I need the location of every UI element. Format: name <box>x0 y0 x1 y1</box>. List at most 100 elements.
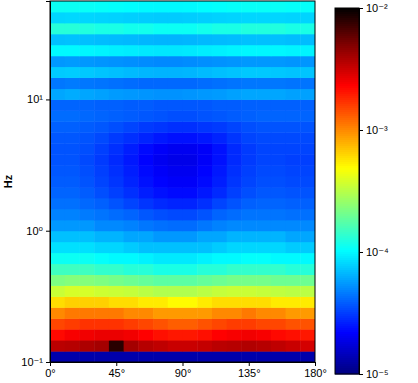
heatmap-cell <box>197 209 212 221</box>
heatmap-cell <box>183 285 198 296</box>
heatmap-cell <box>286 132 301 143</box>
heatmap-cell <box>94 340 109 352</box>
heatmap-cell <box>183 220 198 231</box>
heatmap-cell <box>183 274 198 285</box>
heatmap-cell <box>94 110 109 121</box>
colorbar-axis: 10⁻⁵10⁻⁴10⁻³10⁻² <box>359 2 389 380</box>
heatmap-cell <box>227 99 242 110</box>
heatmap-cell <box>50 34 65 45</box>
heatmap-cell <box>124 231 139 242</box>
heatmap-cell <box>109 34 124 45</box>
heatmap-cell <box>286 187 301 198</box>
heatmap-cell <box>256 110 271 121</box>
heatmap-cell <box>168 121 183 132</box>
heatmap-cell <box>79 132 94 143</box>
heatmap-cell <box>124 132 139 143</box>
heatmap-cell <box>271 56 286 67</box>
heatmap-cell <box>227 340 242 352</box>
heatmap-cell <box>300 132 315 143</box>
heatmap-cell <box>124 318 139 329</box>
heatmap-cell <box>79 56 94 67</box>
heatmap-cell <box>138 56 153 67</box>
y-tick-label: 10⁻¹ <box>21 356 43 368</box>
heatmap-cell <box>79 340 94 352</box>
heatmap-cell <box>65 253 80 264</box>
heatmap-cell <box>227 253 242 264</box>
heatmap-cell <box>300 198 315 209</box>
x-tick-mark <box>183 362 184 366</box>
y-tick-mark <box>46 362 50 363</box>
heatmap-cell <box>79 209 94 221</box>
heatmap-cell <box>183 198 198 209</box>
heatmap-cell <box>241 253 256 264</box>
x-axis: 0°45°90°135°180° <box>45 362 327 379</box>
y-tick: 10⁻¹ <box>21 356 50 368</box>
heatmap-cell <box>197 253 212 264</box>
heatmap-cell <box>153 12 168 23</box>
heatmap-cell <box>256 231 271 242</box>
heatmap-cell <box>168 34 183 45</box>
heatmap-cell <box>212 45 227 57</box>
heatmap-cell <box>153 77 168 89</box>
heatmap-cell <box>153 89 168 100</box>
heatmap-cell <box>241 77 256 89</box>
heatmap-cell <box>168 110 183 121</box>
heatmap-cell <box>138 132 153 143</box>
heatmap-cell <box>79 110 94 121</box>
heatmap-cell <box>256 121 271 132</box>
heatmap-cell <box>124 165 139 176</box>
colorbar-tick: 10⁻⁵ <box>359 368 389 380</box>
heatmap-cell <box>50 253 65 264</box>
heatmap-cell <box>227 209 242 221</box>
heatmap-cell <box>124 198 139 209</box>
heatmap-cell <box>271 187 286 198</box>
heatmap-cell <box>183 1 198 12</box>
heatmap-cell <box>212 67 227 78</box>
heatmap-cell <box>168 329 183 340</box>
heatmap-cell <box>197 340 212 352</box>
heatmap-cell <box>271 132 286 143</box>
heatmap-cell <box>212 99 227 110</box>
heatmap-cell <box>286 307 301 319</box>
heatmap-cell <box>94 176 109 188</box>
heatmap-cell <box>271 121 286 132</box>
heatmap-cell <box>138 45 153 57</box>
heatmap-cell <box>212 12 227 23</box>
heatmap-cell <box>153 231 168 242</box>
heatmap-cell <box>256 99 271 110</box>
heatmap-cell <box>79 307 94 319</box>
heatmap-cell <box>286 143 301 154</box>
heatmap-cell <box>241 165 256 176</box>
heatmap-cell <box>300 121 315 132</box>
heatmap-cell <box>124 274 139 285</box>
heatmap-cell <box>197 242 212 253</box>
heatmap-cell <box>79 285 94 296</box>
heatmap-cell <box>300 242 315 253</box>
heatmap-cell <box>212 198 227 209</box>
heatmap-cell <box>109 67 124 78</box>
heatmap-cell <box>286 89 301 100</box>
heatmap-cell <box>271 34 286 45</box>
heatmap-cell <box>79 242 94 253</box>
x-axis-line <box>51 363 316 367</box>
heatmap-cell <box>94 307 109 319</box>
heatmap-cell <box>197 67 212 78</box>
heatmap-cell <box>183 121 198 132</box>
heatmap-cell <box>256 318 271 329</box>
heatmap-cell <box>227 329 242 340</box>
heatmap-cell <box>168 23 183 34</box>
heatmap-cell <box>109 12 124 23</box>
heatmap-cell <box>124 329 139 340</box>
x-tick-mark <box>249 362 250 366</box>
heatmap-cell <box>256 242 271 253</box>
heatmap-cell <box>65 220 80 231</box>
heatmap-cell <box>286 154 301 165</box>
heatmap-cell <box>109 45 124 57</box>
x-tick-label: 90° <box>175 367 192 379</box>
y-axis: 10⁻¹10⁰10¹ <box>21 2 50 369</box>
heatmap-cell <box>197 23 212 34</box>
heatmap-cell <box>138 110 153 121</box>
heatmap-cell <box>300 154 315 165</box>
heatmap-cell <box>256 329 271 340</box>
heatmap-cell <box>124 187 139 198</box>
